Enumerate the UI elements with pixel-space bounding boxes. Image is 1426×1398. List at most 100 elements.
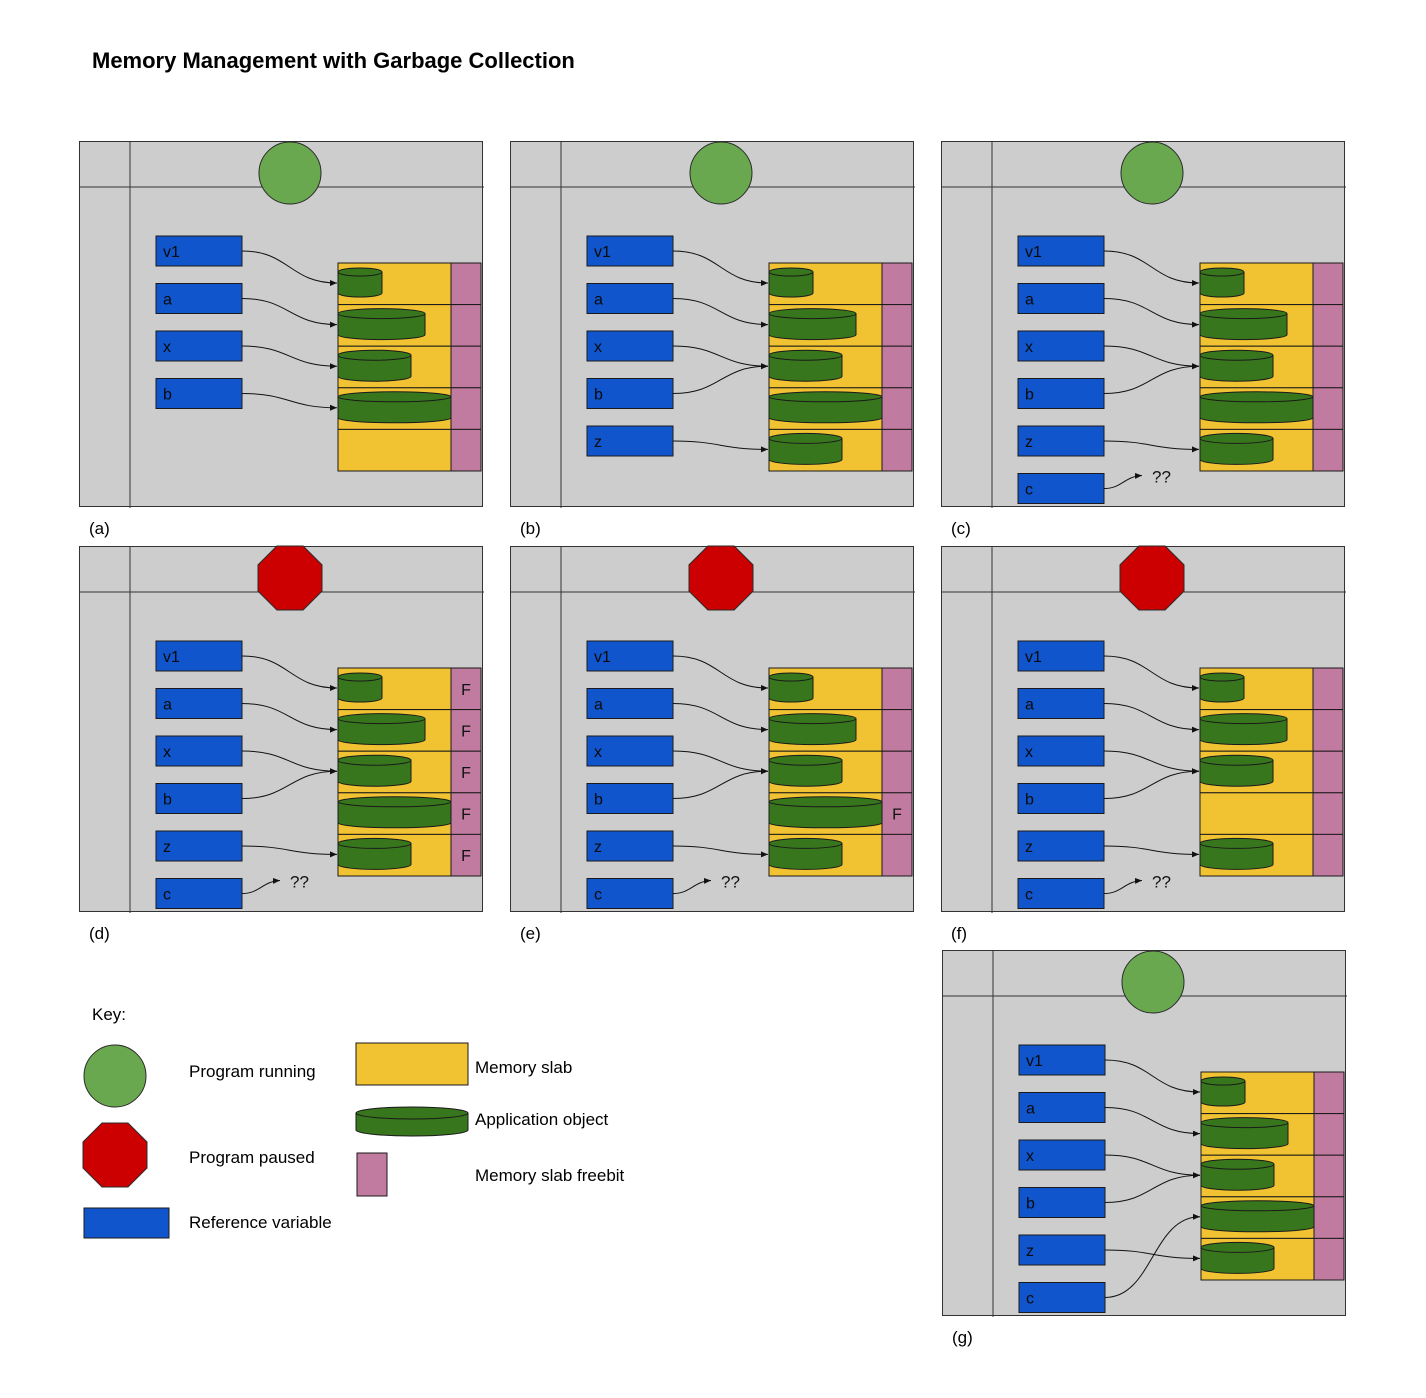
reference-variable (155, 283, 243, 314)
reference-variable-label: c (1025, 482, 1033, 499)
memory-slab-slot (337, 428, 452, 472)
reference-link (672, 655, 769, 691)
reference-variable-label: v1 (594, 244, 611, 261)
reference-variable-label: z (594, 839, 602, 856)
memory-slab-freebit (881, 387, 913, 430)
reference-link (241, 345, 338, 370)
key-reference-label: Reference variable (189, 1213, 332, 1232)
memory-slab-freebit (450, 345, 482, 389)
application-object (1200, 1158, 1275, 1191)
reference-variable (1017, 640, 1105, 672)
panel-canvas: v1 a x b z c?? (942, 545, 1346, 913)
application-object (1199, 713, 1288, 746)
panel-caption: (a) (89, 519, 110, 538)
application-object (337, 308, 426, 341)
panel-f: v1 a x b z c?? (941, 545, 1346, 913)
memory-slab-freebit (1313, 1196, 1345, 1239)
application-object (768, 837, 843, 870)
application-object (337, 754, 412, 787)
reference-link (1104, 1059, 1201, 1095)
reference-variable-label: x (1025, 339, 1033, 356)
program-running-icon (1121, 950, 1185, 1014)
reference-variable-label: z (163, 839, 171, 856)
memory-slab-freebit (450, 428, 482, 472)
application-object (1200, 1200, 1315, 1233)
application-object (337, 267, 383, 298)
memory-slab-freebit (450, 667, 482, 711)
reference-variable (1018, 1092, 1106, 1123)
reference-variable (1017, 425, 1105, 457)
reference-link (672, 845, 769, 858)
panel-caption: (b) (520, 519, 541, 538)
reference-link (1103, 703, 1200, 733)
reference-variable (586, 283, 674, 314)
reference-link (241, 393, 338, 411)
application-object (768, 267, 814, 298)
key-slab-swatch (355, 1042, 469, 1086)
freebit-flag: F (461, 848, 471, 865)
memory-slab-freebit (1313, 1071, 1345, 1115)
application-object (337, 391, 452, 424)
memory-slab-freebit (881, 304, 913, 347)
reference-link (1103, 345, 1200, 370)
panel-canvas: v1 a x b z (511, 141, 915, 508)
application-object (768, 672, 814, 703)
memory-slab: F (768, 667, 913, 877)
reference-variable-label: a (1025, 697, 1034, 714)
reference-variable-label: a (1025, 292, 1034, 309)
panel-caption: (c) (951, 519, 971, 538)
application-object (1199, 754, 1274, 787)
reference-link (672, 298, 769, 328)
reference-variable-label: v1 (594, 649, 611, 666)
memory-slab (337, 262, 482, 472)
key-slab-label: Memory slab (475, 1058, 573, 1077)
program-paused-icon (257, 545, 323, 611)
reference-link (241, 845, 338, 858)
reference-link (672, 768, 769, 799)
panel-canvas: v1 a x b z c?? (942, 141, 1346, 508)
memory-slab-freebit (450, 387, 482, 430)
reference-variable-label: a (163, 697, 172, 714)
reference-link (1103, 750, 1200, 775)
reference-variable-label: x (163, 339, 171, 356)
reference-link (241, 250, 338, 286)
reference-variable-label: v1 (1026, 1053, 1043, 1070)
reference-variable (155, 735, 243, 767)
memory-slab-slot (1199, 792, 1314, 835)
reference-variable (155, 688, 243, 719)
reference-variable-label: a (594, 292, 603, 309)
dangling-reference-link (1103, 472, 1143, 489)
reference-variable (1018, 1044, 1106, 1076)
reference-variable-label: z (594, 434, 602, 451)
application-object (1199, 308, 1288, 341)
memory-slab-freebit (1312, 304, 1344, 347)
panel-canvas: v1 a x b z c (943, 950, 1347, 1317)
panel-caption: (e) (520, 924, 541, 943)
reference-link (241, 298, 338, 328)
application-object (1199, 349, 1274, 382)
reference-variable (1018, 1187, 1106, 1218)
application-object (768, 349, 843, 382)
reference-link (672, 363, 769, 394)
panel-caption: (d) (89, 924, 110, 943)
reference-variable-label: b (1026, 1196, 1035, 1213)
memory-slab-freebit (1312, 387, 1344, 430)
memory-slab-freebit (1312, 428, 1344, 472)
application-object (337, 837, 412, 870)
reference-link (1104, 1154, 1201, 1179)
reference-link (241, 703, 338, 733)
reference-link (241, 768, 338, 799)
program-running-icon (689, 141, 753, 205)
reference-link (1104, 1172, 1201, 1203)
memory-slab: F F F F F (337, 667, 482, 877)
reference-variable-label: b (594, 387, 603, 404)
panel-a: v1 a x b (79, 141, 484, 508)
reference-link (1103, 250, 1200, 286)
application-object (1199, 391, 1314, 424)
reference-variable (1017, 878, 1105, 909)
reference-variable-label: x (1025, 744, 1033, 761)
reference-variable-label: x (1026, 1148, 1034, 1165)
reference-link (1104, 1249, 1201, 1262)
memory-slab-freebit (881, 709, 913, 752)
memory-slab-freebit (450, 262, 482, 306)
